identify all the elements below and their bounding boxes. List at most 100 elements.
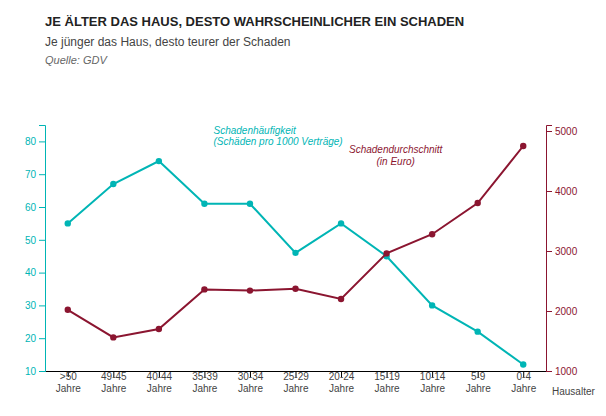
chart: JE ÄLTER DAS HAUS, DESTO WAHRSCHEINLICHE… [0,0,606,416]
annotation: Schadenhäufigkeit(Schäden pro 1000 Vertr… [214,125,343,147]
point [338,296,344,302]
y-tick-mark [39,207,45,208]
text-line: 5-9 [471,371,486,382]
y-tick: 80 [25,136,45,147]
y-tick: 20 [25,333,45,344]
y-tick: 30 [25,300,45,311]
point [292,286,298,292]
x-tick-label: 25-29Jahre [283,371,309,394]
x-tick-label: 35-39Jahre [192,371,218,394]
text-line: Jahre [466,383,491,394]
y-tick: 70 [25,169,45,180]
text-line: 30-34 [238,371,264,382]
y-tick-mark [39,305,45,306]
point [65,220,71,226]
point [110,334,116,340]
text-line: >50 [60,371,77,382]
text-line: Jahre [147,383,172,394]
y2-tick-label: 3000 [555,246,578,257]
text-line: Jahre [375,383,400,394]
y-tick: 60 [25,202,45,213]
text-line: Jahre [101,383,126,394]
y2-tick-label: 1000 [555,366,578,377]
text-line: 10-14 [420,371,446,382]
x-tick-label: 15-19Jahre [374,371,400,394]
y-axis-line [39,126,46,372]
y-tick-label: 20 [25,333,37,344]
text-line: Jahre [238,383,263,394]
point [247,201,253,207]
y2-tick: 2000 [546,306,578,317]
y-tick-label: 80 [25,136,37,147]
text-line: 49-45 [101,371,127,382]
y2-tick: 1000 [546,366,578,377]
y2-tick-mark [546,311,552,312]
text-line: Schadenhäufigkeit [214,125,298,136]
text-line: Jahre [56,383,81,394]
point [201,201,207,207]
y2-tick-mark [546,371,552,372]
y2-tick-mark [546,191,552,192]
y2-tick-mark [546,251,552,252]
y-tick-mark [39,338,45,339]
x-tick-label: 0-4Jahre [511,371,536,394]
text-line: 15-19 [374,371,400,382]
x-tick-label: 20-24Jahre [329,371,355,394]
text-line: Jahre [192,383,217,394]
x-tick-label: 10-14Jahre [420,371,446,394]
text-line: 20-24 [329,371,355,382]
point [520,143,526,149]
point [429,302,435,308]
text-line: 25-29 [283,371,309,382]
y-tick-label: 50 [25,235,37,246]
y2-tick: 5000 [546,126,578,137]
point [156,326,162,332]
x-tick: 40-44Jahre [147,371,173,394]
subtitle: Je jünger das Haus, desto teurer der Sch… [45,35,290,49]
y2-tick-mark [546,131,552,132]
y2-tick: 3000 [546,246,578,257]
y2-tick: 4000 [546,186,578,197]
y2-axis: 1000 2000 3000 4000 5000 [546,126,578,377]
text-line: 40-44 [147,371,173,382]
source: Quelle: GDV [45,54,108,66]
x-tick: 5-9Jahre [466,371,491,394]
x-tick-label: 30-34Jahre [238,371,264,394]
point [429,231,435,237]
y2-tick-label: 4000 [555,186,578,197]
text-line: Schadendurchschnitt [349,144,444,155]
x-tick: 35-39Jahre [192,371,218,394]
text-line: Jahre [511,383,536,394]
point [247,287,253,293]
y-tick-label: 60 [25,202,37,213]
point [65,307,71,313]
y-tick-label: 30 [25,300,37,311]
text-line: Jahre [283,383,308,394]
text-line: (Schäden pro 1000 Verträge) [214,136,343,147]
x-tick: >50Jahre [56,371,81,394]
y-tick-mark [39,273,45,274]
x-axis-title: Hausalter [552,386,595,397]
point [292,250,298,256]
y2-axis-line [547,126,553,372]
point [338,220,344,226]
x-tick-label: 5-9Jahre [466,371,491,394]
y-tick-label: 10 [25,366,37,377]
x-tick-label: 40-44Jahre [147,371,173,394]
y-tick-mark [39,240,45,241]
x-tick: 0-4Jahre [511,371,536,394]
point [383,250,389,256]
x-tick: 10-14Jahre [420,371,446,394]
y-tick-mark [39,141,45,142]
text-line: 35-39 [192,371,218,382]
x-tick: 15-19Jahre [374,371,400,394]
title: JE ÄLTER DAS HAUS, DESTO WAHRSCHEINLICHE… [45,14,464,29]
x-tick-label: >50Jahre [56,371,81,394]
x-axis: >50Jahre49-45Jahre40-44Jahre35-39Jahre30… [46,371,547,394]
y-axis: 1020304050607080 [25,126,46,377]
plot: >50Jahre49-45Jahre40-44Jahre35-39Jahre30… [25,125,596,397]
text-line: 0-4 [517,371,532,382]
x-tick-label: 49-45Jahre [101,371,127,394]
x-tick: 30-34Jahre [238,371,264,394]
point [201,286,207,292]
